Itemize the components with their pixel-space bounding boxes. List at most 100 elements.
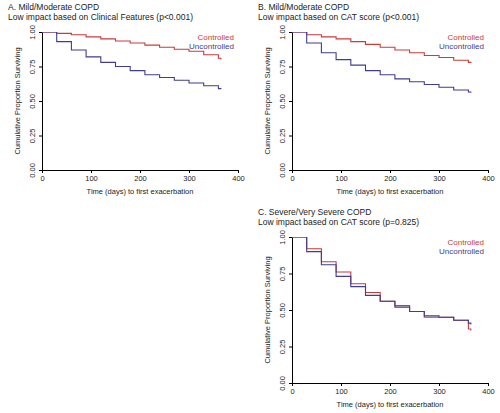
panel: C. Severe/Very Severe COPDLow impact bas… xyxy=(258,207,495,409)
survival-curve xyxy=(42,32,221,89)
x-tick-mark xyxy=(91,170,92,173)
panel: A. Mild/Moderate COPDLow impact based on… xyxy=(8,2,245,196)
y-tick-mark xyxy=(289,67,292,68)
y-tick-mark xyxy=(289,310,292,311)
y-tick: 0.25 xyxy=(278,129,292,144)
x-tick: 300 xyxy=(433,383,446,396)
y-tick-mark xyxy=(289,101,292,102)
x-tick-label: 0 xyxy=(290,387,294,396)
x-tick-mark xyxy=(140,170,141,173)
y-tick-label: 0.25 xyxy=(278,129,287,144)
x-axis-title: Time (days) to first exacerbation xyxy=(87,187,194,196)
y-axis-title: Cumulative Proportion Surviving xyxy=(13,47,22,154)
legend-entry: Controlled xyxy=(448,33,484,42)
x-tick: 0 xyxy=(40,170,44,183)
y-tick-mark xyxy=(289,170,292,171)
legend: ControlledUncontrolled xyxy=(439,33,484,51)
x-tick: 300 xyxy=(433,170,446,183)
y-tick-label: 0.00 xyxy=(278,376,287,391)
y-tick: 0.25 xyxy=(28,129,42,144)
x-axis-line xyxy=(293,384,489,387)
y-axis-title: Cumulative Proportion Surviving xyxy=(263,47,272,154)
y-tick: 1.00 xyxy=(28,25,42,40)
x-tick-label: 0 xyxy=(40,174,44,183)
y-tick-mark xyxy=(39,170,42,171)
y-tick: 0.75 xyxy=(28,60,42,75)
y-tick-label: 1.00 xyxy=(278,230,287,245)
x-tick-label: 0 xyxy=(290,174,294,183)
x-axis-line xyxy=(293,171,489,174)
y-tick-mark xyxy=(289,136,292,137)
x-tick-label: 100 xyxy=(335,387,348,396)
y-tick-label: 0.00 xyxy=(28,163,37,178)
y-tick-label: 1.00 xyxy=(278,25,287,40)
x-tick-mark xyxy=(488,170,489,173)
x-tick-mark xyxy=(390,383,391,386)
y-axis: 0.00 0.25 0.50 0.75 1.00 xyxy=(278,25,293,178)
y-tick: 0.00 xyxy=(28,163,42,178)
plot: 01002003004000.000.250.500.751.00Time (d… xyxy=(13,25,245,196)
y-axis-line xyxy=(289,238,293,384)
x-tick-mark xyxy=(390,170,391,173)
y-tick-label: 0.50 xyxy=(278,94,287,109)
x-tick: 300 xyxy=(183,170,196,183)
x-tick-label: 300 xyxy=(433,387,446,396)
x-tick-label: 200 xyxy=(134,174,147,183)
y-axis-line xyxy=(289,33,293,171)
x-tick-mark xyxy=(439,383,440,386)
y-tick: 1.00 xyxy=(278,230,292,245)
x-tick-label: 200 xyxy=(384,387,397,396)
x-tick-mark xyxy=(341,170,342,173)
y-tick: 0.75 xyxy=(278,267,292,282)
x-tick: 0 xyxy=(290,383,294,396)
y-tick-mark xyxy=(39,32,42,33)
y-tick-label: 0.75 xyxy=(278,60,287,75)
x-tick: 400 xyxy=(482,383,495,396)
y-axis-line xyxy=(39,33,43,171)
legend: ControlledUncontrolled xyxy=(189,33,234,51)
figure: A. Mild/Moderate COPDLow impact based on… xyxy=(0,0,500,413)
x-tick-label: 400 xyxy=(482,387,495,396)
y-tick: 0.50 xyxy=(278,94,292,109)
panel-subtitle: Low impact based on CAT score (p<0.001) xyxy=(258,12,419,22)
y-axis: 0.00 0.25 0.50 0.75 1.00 xyxy=(28,25,43,178)
y-tick-label: 0.50 xyxy=(278,303,287,318)
y-tick-mark xyxy=(289,347,292,348)
x-tick-label: 300 xyxy=(183,174,196,183)
legend-entry: Controlled xyxy=(448,238,484,247)
x-axis: 0100200300400 xyxy=(40,170,244,183)
y-tick-mark xyxy=(39,136,42,137)
y-tick-mark xyxy=(39,101,42,102)
y-tick-mark xyxy=(39,67,42,68)
y-tick: 0.50 xyxy=(28,94,42,109)
legend: ControlledUncontrolled xyxy=(439,238,484,256)
x-tick: 200 xyxy=(134,170,147,183)
x-tick-mark xyxy=(238,170,239,173)
x-axis: 0 100 200 300 400 xyxy=(290,383,494,396)
plot: 01002003004000.000.250.500.751.00Time (d… xyxy=(263,230,495,409)
x-tick: 0 xyxy=(290,170,294,183)
y-tick: 0.75 xyxy=(278,60,292,75)
legend-entry: Controlled xyxy=(198,33,234,42)
x-tick-mark xyxy=(189,170,190,173)
y-tick-label: 0.50 xyxy=(28,94,37,109)
y-axis: 0.00 0.25 0.50 0.75 1.00 xyxy=(278,230,293,391)
y-tick-label: 0.75 xyxy=(28,60,37,75)
y-tick-label: 1.00 xyxy=(28,25,37,40)
x-tick: 200 xyxy=(384,170,397,183)
x-tick: 100 xyxy=(335,383,348,396)
y-tick: 0.00 xyxy=(278,163,292,178)
x-tick: 200 xyxy=(384,383,397,396)
y-axis-title: Cumulative Proportion Surviving xyxy=(263,256,272,363)
x-tick: 100 xyxy=(85,170,98,183)
legend-entry: Uncontrolled xyxy=(439,247,484,256)
y-tick-mark xyxy=(289,237,292,238)
y-tick-label: 0.25 xyxy=(278,340,287,355)
panel-subtitle: Low impact based on Clinical Features (p… xyxy=(8,12,193,22)
x-axis: 0100200300400 xyxy=(290,170,494,183)
x-tick-mark xyxy=(439,170,440,173)
legend-entry: Uncontrolled xyxy=(189,42,234,51)
legend-entry: Uncontrolled xyxy=(439,42,484,51)
y-tick: 0.25 xyxy=(278,340,292,355)
x-tick-label: 200 xyxy=(384,174,397,183)
